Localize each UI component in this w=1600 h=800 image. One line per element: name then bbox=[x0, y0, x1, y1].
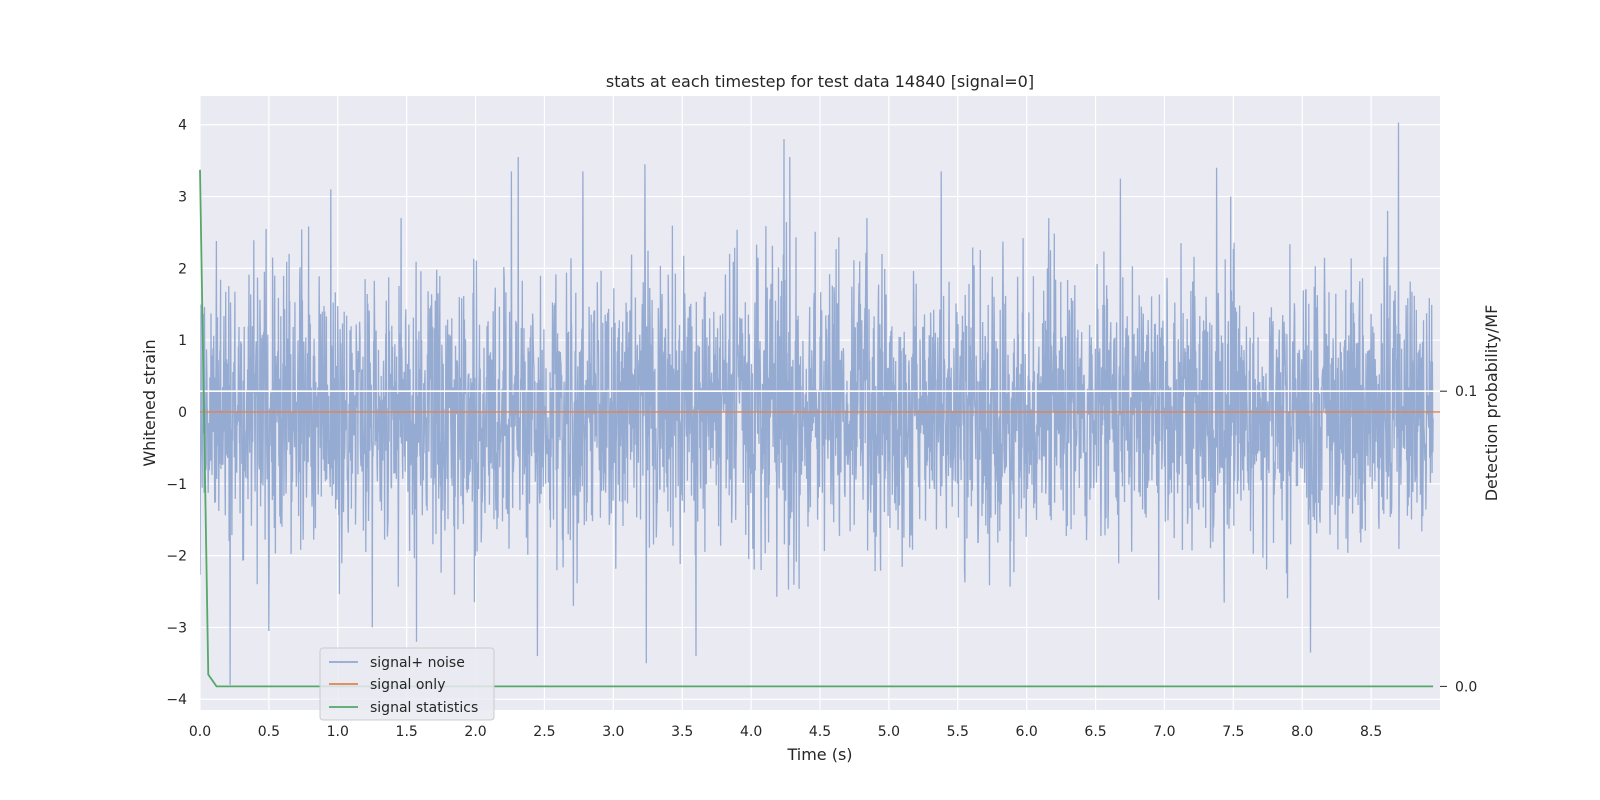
x-axis-label: Time (s) bbox=[786, 745, 852, 764]
legend-label-signal-noise: signal+ noise bbox=[370, 655, 465, 671]
y-tick-label: −2 bbox=[166, 549, 187, 565]
y-tick-label: 2 bbox=[178, 261, 187, 277]
legend: signal+ noise signal only signal statist… bbox=[319, 647, 495, 721]
x-tick-label: 1.0 bbox=[327, 724, 349, 740]
x-tick-label: 6.5 bbox=[1084, 724, 1106, 740]
x-tick-label: 4.5 bbox=[809, 724, 831, 740]
x-tick-label: 7.0 bbox=[1153, 724, 1175, 740]
legend-box bbox=[319, 647, 495, 721]
chart-title: stats at each timestep for test data 148… bbox=[606, 72, 1034, 91]
y-tick-label: 3 bbox=[178, 190, 187, 206]
x-tick-label: 0.5 bbox=[258, 724, 280, 740]
x-tick-label: 1.5 bbox=[396, 724, 418, 740]
x-axis-ticks: 0.0 0.5 1.0 1.5 2.0 2.5 3.0 3.5 4.0 4.5 5.0 5.5 6.0 6… bbox=[189, 724, 1382, 740]
x-tick-label: 8.0 bbox=[1291, 724, 1313, 740]
x-tick-label: 5.0 bbox=[878, 724, 900, 740]
legend-label-signal-statistics: signal statistics bbox=[370, 700, 478, 716]
y2-tick-label: 0.0 bbox=[1455, 679, 1477, 695]
y-tick-label: 1 bbox=[178, 333, 187, 349]
x-tick-label: 7.5 bbox=[1222, 724, 1244, 740]
x-tick-label: 5.5 bbox=[947, 724, 969, 740]
y2-axis-ticks: 0.0 0.1 bbox=[1440, 384, 1477, 695]
legend-label-signal-only: signal only bbox=[370, 677, 445, 693]
y2-axis-label: Detection probability/MF bbox=[1482, 305, 1501, 502]
y-axis-ticks: −4 −3 −2 −1 0 1 2 3 4 bbox=[166, 118, 187, 709]
y-tick-label: −3 bbox=[166, 620, 187, 636]
x-tick-label: 2.5 bbox=[533, 724, 555, 740]
series-signal-noise bbox=[200, 122, 1434, 685]
series-layer bbox=[200, 122, 1440, 685]
y-tick-label: −1 bbox=[166, 477, 187, 493]
x-tick-label: 0.0 bbox=[189, 724, 211, 740]
y2-tick-label: 0.1 bbox=[1455, 384, 1477, 400]
x-tick-label: 2.0 bbox=[464, 724, 486, 740]
x-tick-label: 8.5 bbox=[1360, 724, 1382, 740]
x-tick-label: 3.5 bbox=[671, 724, 693, 740]
x-tick-label: 6.0 bbox=[1016, 724, 1038, 740]
x-tick-label: 4.0 bbox=[740, 724, 762, 740]
y-tick-label: −4 bbox=[166, 692, 187, 708]
y-axis-label: Whitened strain bbox=[140, 339, 159, 466]
y-tick-label: 4 bbox=[178, 118, 187, 134]
y-tick-label: 0 bbox=[178, 405, 187, 421]
x-tick-label: 3.0 bbox=[602, 724, 624, 740]
